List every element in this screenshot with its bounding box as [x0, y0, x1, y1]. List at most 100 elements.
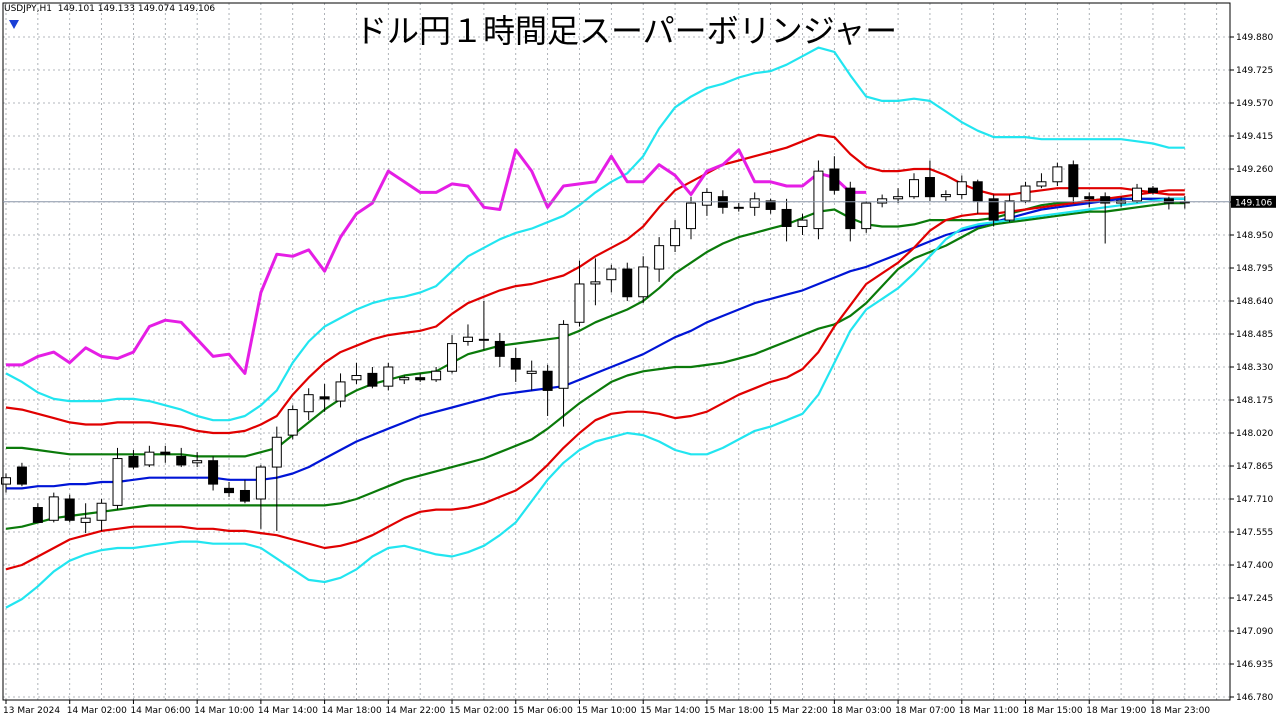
candle-body-bull [558, 323, 569, 389]
candle-body-bull [399, 377, 410, 381]
candle [813, 160, 824, 240]
candle [781, 198, 792, 242]
candle [415, 373, 426, 382]
candle [16, 462, 27, 487]
candle-body-bull [462, 336, 473, 342]
candle [255, 464, 266, 529]
candle-body-bear [224, 487, 235, 494]
series-mid [6, 197, 1185, 490]
candle-body-bear [542, 370, 553, 391]
y-tick-label: 147.865 [1236, 462, 1273, 472]
candle-body-bear [64, 498, 75, 521]
candle-body-bull [956, 181, 967, 196]
candle-body-bear [924, 177, 935, 198]
candle-body-bull [383, 366, 394, 387]
candle [351, 362, 362, 385]
candle [1163, 196, 1174, 210]
series-plus3 [5, 46, 1185, 422]
candle [574, 260, 585, 327]
candle [1132, 183, 1143, 204]
series-plus1 [6, 197, 1185, 458]
candle [224, 481, 235, 497]
candle-body-bear [32, 507, 43, 523]
x-tick-label: 18 Mar 07:00 [895, 706, 955, 716]
candle-body-bull [590, 281, 601, 285]
candle [303, 388, 314, 421]
candle [383, 362, 394, 391]
candle-body-bull [749, 198, 760, 208]
candle-body-bull [606, 268, 617, 281]
candle-body-bull [1004, 200, 1015, 221]
y-tick-label: 149.725 [1236, 66, 1273, 76]
series-lagging [6, 148, 867, 375]
candle [733, 203, 744, 212]
candle [1084, 192, 1095, 208]
candle [940, 190, 951, 201]
candle-body-bull [144, 451, 155, 466]
candle-body-bull [287, 409, 298, 436]
x-tick-label: 14 Mar 10:00 [194, 706, 254, 716]
candle [287, 405, 298, 440]
candle-body-bull [1052, 166, 1063, 183]
candle-body-bear [1100, 196, 1111, 204]
candle [208, 456, 219, 491]
candle-body-bull [48, 496, 59, 521]
candle-body-bull [478, 338, 489, 341]
y-tick-label: 149.415 [1236, 132, 1273, 142]
candle [972, 179, 983, 214]
candle-body-bull [335, 381, 346, 402]
chart-title: ドル円１時間足スーパーボリンジャー [355, 12, 898, 50]
candle [192, 452, 203, 468]
x-tick-label: 18 Mar 23:00 [1150, 706, 1210, 716]
candle [542, 364, 553, 416]
candle-body-bear [845, 187, 856, 230]
candle-body-bull [1, 477, 11, 485]
candle-body-bear [16, 466, 27, 485]
bollinger-bands [5, 46, 1185, 609]
candle-body-bull [1020, 185, 1031, 202]
x-tick-label: 14 Mar 22:00 [385, 706, 445, 716]
candle-body-bull [80, 517, 91, 523]
candle-body-bear [239, 489, 250, 502]
candle-body-bear [319, 396, 330, 400]
candle [48, 492, 59, 523]
candle-body-bull [638, 266, 649, 298]
candle [924, 160, 935, 201]
candle-body-bull [526, 370, 537, 374]
x-tick-label: 13 Mar 2024 [3, 706, 60, 716]
candle [112, 447, 123, 510]
x-tick-label: 15 Mar 10:00 [576, 706, 636, 716]
candle [1100, 192, 1111, 244]
candle-body-bear [208, 460, 219, 485]
candle [638, 256, 649, 304]
series-plus2 [5, 133, 1185, 435]
candle [176, 447, 187, 468]
candle [128, 450, 139, 470]
x-tick-label: 15 Mar 18:00 [704, 706, 764, 716]
candle-body-bull [733, 206, 744, 209]
x-tick-label: 15 Mar 06:00 [513, 706, 573, 716]
candle [239, 479, 250, 504]
candle [271, 426, 282, 531]
candle [749, 192, 760, 216]
candle [606, 264, 617, 293]
current-price-tag [1231, 195, 1276, 208]
candle-body-bear [415, 377, 426, 381]
candle-body-bear [765, 200, 776, 210]
candle-body-bull [1132, 187, 1143, 202]
candle-body-bull [893, 196, 904, 200]
x-tick-label: 15 Mar 14:00 [640, 706, 700, 716]
y-tick-label: 148.485 [1236, 330, 1273, 340]
candle [829, 156, 840, 195]
candle-body-bear [176, 455, 187, 466]
series-minus2 [5, 189, 1185, 571]
candle [1147, 186, 1158, 195]
candle [80, 503, 91, 534]
candle [319, 384, 330, 412]
x-tick-label: 14 Mar 14:00 [258, 706, 318, 716]
candle-body-bear [972, 181, 983, 202]
candle [956, 175, 967, 199]
series-minus1 [5, 202, 1185, 530]
candle [1036, 173, 1047, 189]
